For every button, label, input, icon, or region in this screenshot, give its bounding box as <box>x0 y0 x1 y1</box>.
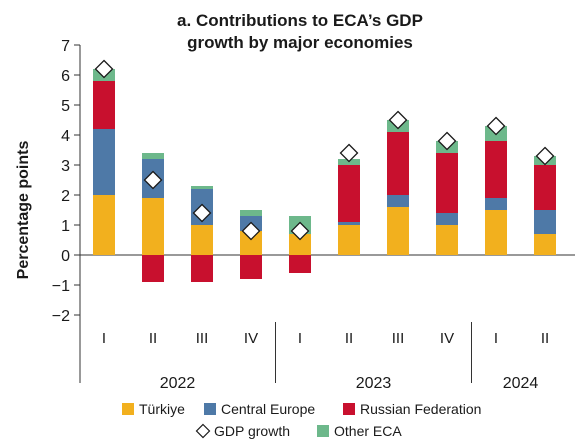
bar-segment-t-rkiye <box>93 195 115 255</box>
chart-title: a. Contributions to ECA’s GDP growth by … <box>100 10 500 54</box>
bar-segment-russian-federation <box>240 255 262 279</box>
bar-segment-central-europe <box>387 195 409 207</box>
y-tick-label: 0 <box>61 248 70 265</box>
bar-segment-russian-federation <box>436 153 458 213</box>
gdp-growth-point <box>486 116 506 136</box>
legend-label: Central Europe <box>221 401 315 417</box>
legend-label: Other ECA <box>334 423 402 439</box>
x-category-label: I <box>494 330 498 347</box>
legend-marker-gdp-growth <box>195 423 211 439</box>
bar-segment-t-rkiye <box>485 210 507 255</box>
x-group-label: 2024 <box>503 375 539 392</box>
bar-segment-central-europe <box>93 129 115 195</box>
x-category-label: II <box>345 330 353 347</box>
x-category-label: III <box>196 330 209 347</box>
gdp-growth-point <box>192 203 212 223</box>
y-tick-label: 7 <box>61 38 70 55</box>
y-tick-label: 2 <box>61 188 70 205</box>
x-group-label: 2022 <box>160 375 196 392</box>
y-tick-label: −1 <box>52 278 70 295</box>
bar-segment-russian-federation <box>191 255 213 282</box>
x-category-label: IV <box>244 330 258 347</box>
bar-segment-t-rkiye <box>142 198 164 255</box>
y-tick-label: 4 <box>61 128 70 145</box>
x-category-label: III <box>392 330 405 347</box>
bar-segment-russian-federation <box>142 255 164 282</box>
chart-title-line-1: a. Contributions to ECA’s GDP <box>177 11 423 30</box>
gdp-growth-point <box>535 146 555 166</box>
gdp-growth-point <box>94 59 114 79</box>
x-category-label: II <box>541 330 549 347</box>
bar-segment-other-eca <box>240 210 262 216</box>
bar-segment-t-rkiye <box>338 225 360 255</box>
bar-segment-t-rkiye <box>289 234 311 255</box>
bar-segment-central-europe <box>436 213 458 225</box>
legend-swatch <box>204 403 216 415</box>
gdp-growth-point <box>241 221 261 241</box>
bar-segment-russian-federation <box>289 255 311 273</box>
y-tick-label: 6 <box>61 68 70 85</box>
legend-swatch <box>122 403 134 415</box>
bar-segment-central-europe <box>534 210 556 234</box>
x-category-label: II <box>149 330 157 347</box>
bar-segment-t-rkiye <box>191 225 213 255</box>
legend-swatch <box>317 425 329 437</box>
y-tick-label: 3 <box>61 158 70 175</box>
bar-segment-other-eca <box>142 153 164 159</box>
bar-segment-russian-federation <box>93 81 115 129</box>
bar-segment-russian-federation <box>387 132 409 195</box>
bar-segment-central-europe <box>338 222 360 225</box>
bar-segment-t-rkiye <box>436 225 458 255</box>
x-category-label: I <box>298 330 302 347</box>
y-axis-label: Percentage points <box>15 141 32 280</box>
y-tick-label: 5 <box>61 98 70 115</box>
gdp-growth-point <box>290 221 310 241</box>
bar-segment-t-rkiye <box>240 231 262 255</box>
legend-label: Russian Federation <box>360 401 481 417</box>
x-category-label: IV <box>440 330 454 347</box>
bar-segment-other-eca <box>191 186 213 189</box>
bar-segment-central-europe <box>485 198 507 210</box>
legend-label: Türkiye <box>139 401 185 417</box>
gdp-growth-point <box>388 110 408 130</box>
x-group-label: 2023 <box>356 375 392 392</box>
chart-title-line-2: growth by major economies <box>187 33 413 52</box>
legend-label: GDP growth <box>214 423 290 439</box>
gdp-growth-point <box>143 170 163 190</box>
bar-segment-t-rkiye <box>387 207 409 255</box>
bar-segment-t-rkiye <box>534 234 556 255</box>
legend-swatch <box>343 403 355 415</box>
y-tick-label: −2 <box>52 308 70 325</box>
x-category-label: I <box>102 330 106 347</box>
bar-segment-russian-federation <box>534 165 556 210</box>
chart-legend: Türkiye Central Europe Russian Federation G… <box>122 401 481 439</box>
gdp-growth-point <box>437 131 457 151</box>
bar-segment-russian-federation <box>485 141 507 198</box>
bar-segment-russian-federation <box>338 165 360 222</box>
gdp-growth-point <box>339 143 359 163</box>
chart-bars <box>93 69 556 282</box>
y-tick-label: 1 <box>61 218 70 235</box>
gdp-growth-markers <box>94 59 555 241</box>
